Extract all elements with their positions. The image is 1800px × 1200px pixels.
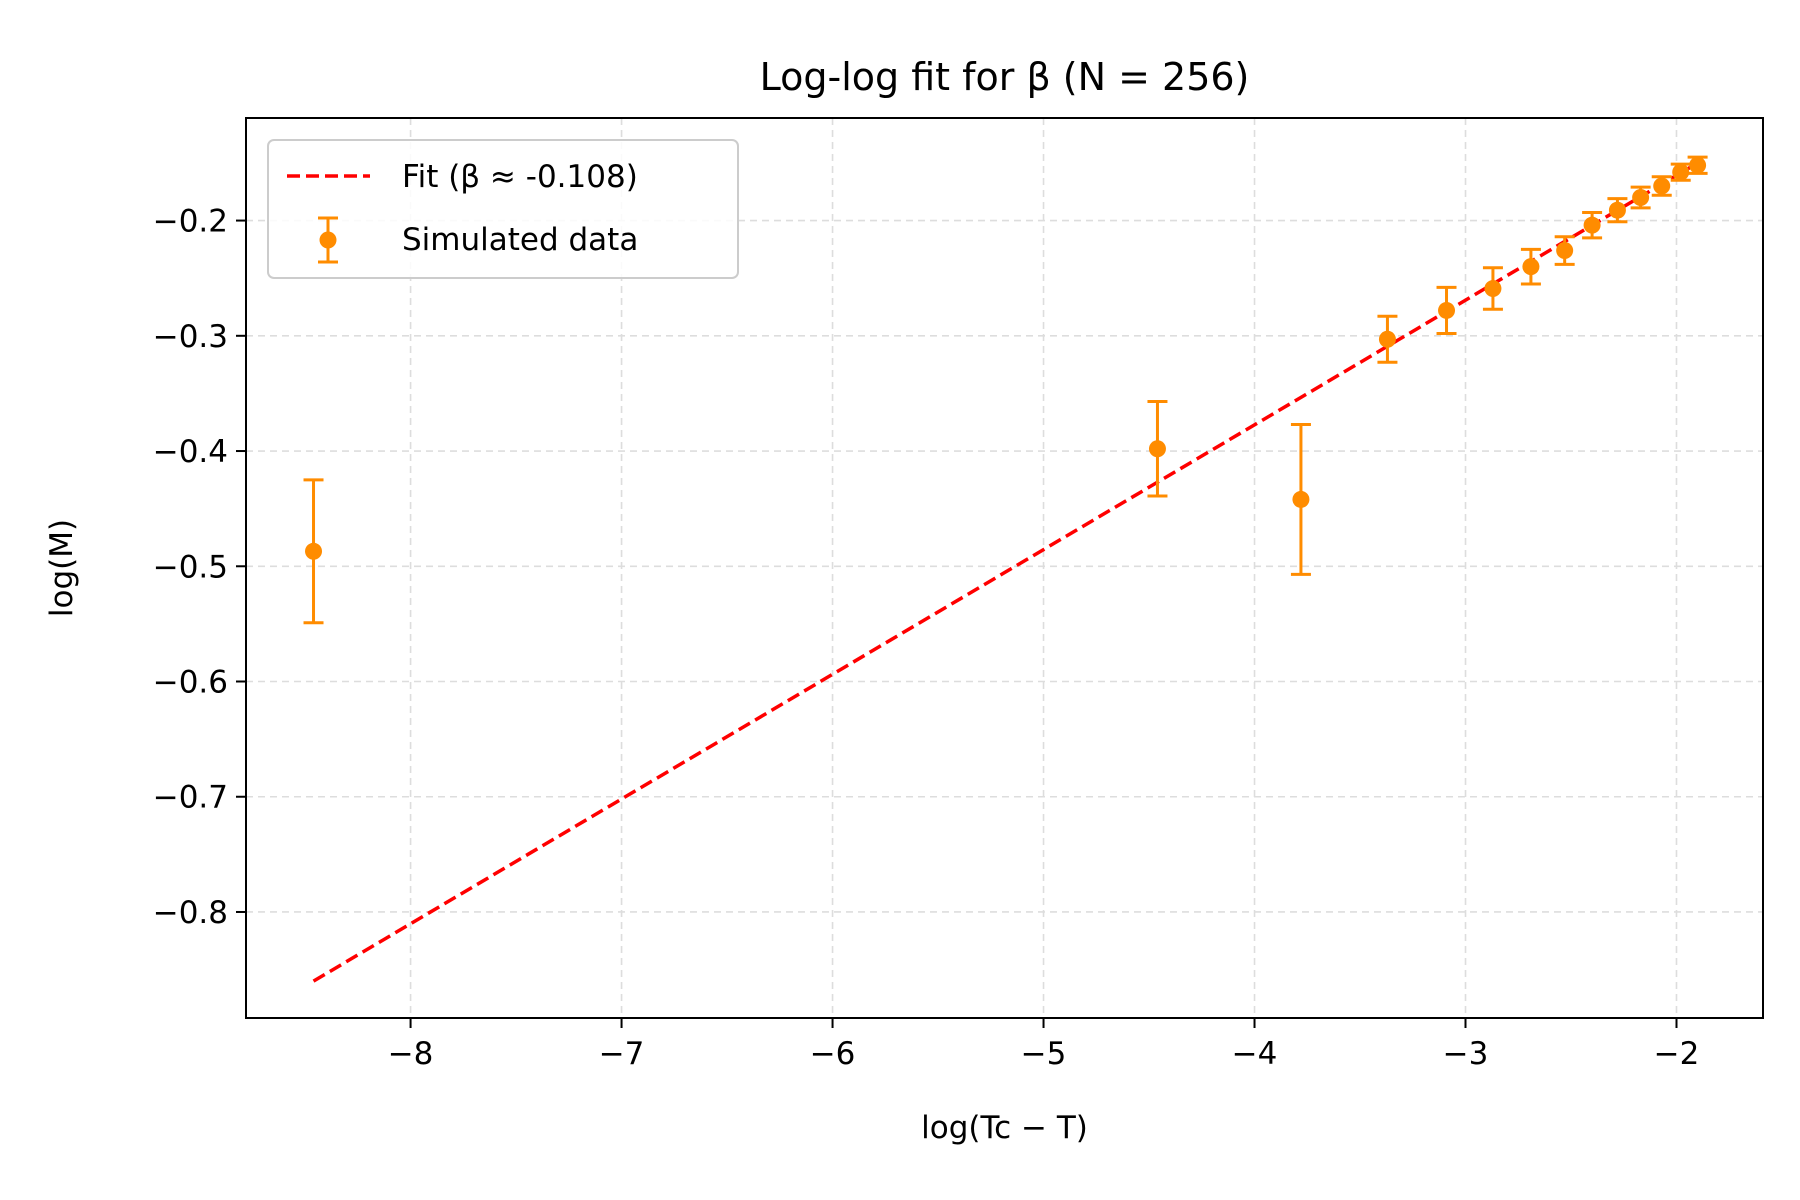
data-marker (1378, 330, 1396, 348)
y-tick-label: −0.4 (153, 434, 228, 470)
fit-line (312, 161, 1699, 983)
x-tick-label: −3 (1443, 1036, 1489, 1072)
data-marker (1608, 201, 1626, 219)
data-point (1147, 399, 1168, 498)
legend-data-label: Simulated data (402, 222, 638, 258)
data-marker (1484, 280, 1502, 298)
data-marker (305, 542, 323, 560)
legend-box (267, 139, 739, 279)
data-point (1482, 266, 1503, 311)
data-marker (1292, 490, 1310, 508)
y-axis-label: log(M) (44, 519, 80, 617)
x-tick-label: −5 (1021, 1036, 1067, 1072)
data-marker (1556, 242, 1574, 260)
y-tick-label: −0.7 (153, 780, 228, 816)
data-marker (1438, 301, 1456, 319)
data-marker (1522, 258, 1540, 276)
data-marker (1583, 216, 1601, 234)
data-point (1651, 175, 1672, 197)
chart-title: Log-log fit for β (N = 256) (760, 55, 1250, 99)
data-point (1687, 155, 1708, 175)
data-point (1607, 197, 1628, 224)
data-marker (1148, 440, 1166, 458)
legend-fit-label: Fit (β ≈ -0.108) (402, 159, 638, 195)
y-tick-label: −0.8 (153, 895, 228, 931)
data-point (1582, 210, 1603, 240)
data-marker (1632, 189, 1650, 207)
ticks: −8 −7 −6 −5 −4 −3 −2 −0.8 −0.7 −0.6 −0.5 −0.4 −0.3 −0… (153, 204, 1700, 1072)
axes-frame (245, 117, 1764, 1019)
y-tick-label: −0.6 (153, 665, 228, 701)
y-tick-label: −0.3 (153, 319, 228, 355)
legend-marker (319, 231, 337, 249)
data-marker (1689, 156, 1707, 174)
data-point (1670, 162, 1691, 182)
data-point (1436, 285, 1457, 335)
data-point (1290, 423, 1311, 576)
legend: Fit (β ≈ -0.108) Simulated data (267, 139, 739, 279)
y-tick-label: −0.2 (153, 204, 228, 240)
data-point (1377, 314, 1398, 364)
data-point (1630, 185, 1651, 210)
x-tick-label: −6 (810, 1036, 856, 1072)
x-tick-label: −7 (599, 1036, 645, 1072)
data-point (1554, 235, 1575, 266)
data-marker (1672, 163, 1690, 181)
x-tick-label: −4 (1232, 1036, 1278, 1072)
data-point (303, 478, 324, 625)
plot-area (303, 155, 1708, 983)
x-tick-label: −2 (1654, 1036, 1700, 1072)
grid (246, 118, 1763, 1018)
data-point (1520, 247, 1541, 286)
data-marker (1653, 177, 1671, 195)
legend-data-swatch (318, 216, 338, 264)
x-axis-label: log(Tc − T) (921, 1110, 1088, 1146)
y-tick-label: −0.5 (153, 549, 228, 585)
x-tick-label: −8 (388, 1036, 434, 1072)
